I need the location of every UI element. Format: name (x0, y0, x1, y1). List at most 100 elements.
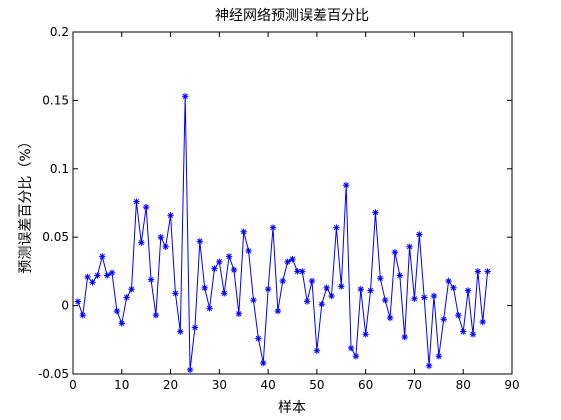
data-point (118, 320, 125, 327)
data-point (235, 310, 243, 318)
y-tick-label: 0 (61, 299, 69, 313)
data-point (186, 366, 194, 374)
plot-frame (72, 31, 513, 375)
y-axis-label: 预测误差百分比（%） (18, 134, 34, 273)
data-point (152, 311, 160, 319)
data-point (274, 307, 282, 315)
data-point (347, 344, 355, 352)
y-tick-label: 0.05 (42, 230, 69, 244)
data-point (279, 277, 286, 285)
data-point (142, 203, 150, 211)
data-point (123, 294, 130, 301)
data-point (108, 269, 116, 276)
data-point (264, 285, 272, 293)
y-tick-label: 0.15 (42, 93, 69, 107)
data-point (425, 362, 433, 369)
y-tick-label: 0.2 (50, 25, 69, 39)
data-point (89, 279, 96, 286)
data-point (474, 268, 482, 275)
x-tick-label: 80 (456, 378, 471, 392)
data-point (430, 292, 438, 300)
data-point (352, 353, 360, 360)
data-point (328, 292, 335, 300)
data-point (338, 283, 345, 290)
x-tick-label: 70 (407, 378, 422, 392)
y-tick-label: 0.1 (50, 162, 69, 176)
data-point (177, 328, 184, 335)
data-point (381, 296, 389, 304)
data-point (289, 255, 296, 263)
data-point (464, 287, 472, 294)
data-point (421, 294, 428, 301)
data-point (323, 284, 330, 292)
y-tick-label: -0.05 (38, 367, 69, 381)
y-axis: -0.05 0 0.05 0.1 0.15 0.2 (38, 25, 512, 381)
data-point (196, 238, 204, 245)
data-point (181, 93, 189, 100)
data-point (333, 224, 340, 231)
data-point (440, 316, 447, 323)
x-tick-label: 30 (212, 378, 227, 392)
data-point (299, 268, 306, 275)
x-tick-label: 90 (504, 378, 519, 392)
data-point (162, 243, 169, 250)
data-point (128, 285, 135, 293)
data-point (167, 212, 174, 219)
data-point (357, 285, 364, 293)
data-point (455, 311, 462, 319)
data-point (157, 234, 164, 241)
data-point (479, 318, 486, 326)
data-point (377, 275, 384, 282)
chart-title: 神经网络预测误差百分比 (215, 8, 369, 24)
x-tick-label: 60 (358, 378, 373, 392)
data-point (269, 224, 277, 231)
x-tick-label: 20 (163, 378, 178, 392)
x-tick-label: 0 (69, 378, 77, 392)
data-point (342, 182, 350, 189)
data-point (362, 331, 369, 338)
data-point (484, 268, 491, 275)
data-point (221, 290, 228, 297)
data-point (147, 276, 155, 283)
data-point (113, 307, 121, 315)
data-point (84, 273, 91, 281)
data-point (411, 295, 418, 302)
data-point (255, 335, 262, 342)
data-point (99, 253, 106, 260)
data-point (225, 253, 233, 260)
series-layer (74, 93, 491, 374)
data-point (313, 347, 321, 354)
data-point (435, 353, 443, 360)
data-point (240, 228, 247, 235)
x-axis: 0 10 20 30 40 50 60 70 80 90 (69, 32, 520, 392)
data-point (206, 305, 213, 312)
data-point (103, 272, 111, 279)
data-point (172, 290, 179, 297)
data-point (303, 298, 311, 305)
data-point (216, 258, 223, 266)
data-point (230, 266, 238, 274)
data-point (284, 258, 291, 266)
data-point (79, 311, 86, 319)
data-point (245, 247, 252, 255)
data-point (450, 284, 457, 292)
data-point (260, 359, 267, 367)
data-point (401, 333, 408, 341)
data-point (386, 314, 394, 322)
data-point (372, 209, 379, 216)
data-point (396, 272, 404, 279)
data-point (391, 249, 399, 256)
data-point (94, 272, 101, 279)
data-point (416, 231, 423, 238)
data-point (201, 284, 208, 292)
data-point (74, 298, 82, 305)
x-tick-label: 40 (260, 378, 275, 392)
data-point (460, 328, 467, 335)
data-point (250, 296, 257, 304)
data-point (445, 277, 452, 285)
data-point (138, 239, 145, 246)
data-point (308, 277, 316, 285)
data-point (133, 198, 140, 205)
